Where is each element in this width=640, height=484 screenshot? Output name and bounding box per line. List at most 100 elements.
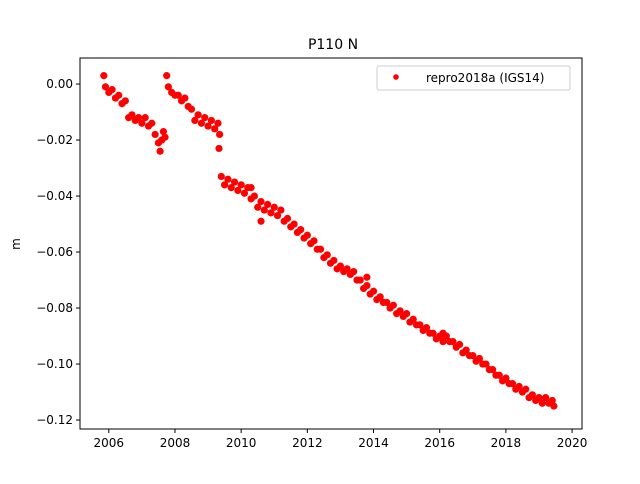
data-point: [316, 245, 325, 253]
data-point: [439, 338, 447, 346]
data-point: [422, 324, 431, 332]
x-tick-label: 2012: [292, 436, 323, 450]
data-point: [221, 181, 229, 189]
data-point: [449, 338, 457, 346]
x-tick-label: 2014: [358, 436, 389, 450]
y-tick-label: −0.06: [36, 245, 73, 259]
data-point: [270, 203, 278, 211]
data-point: [128, 111, 136, 119]
data-point: [363, 282, 371, 290]
y-tick-label: 0.00: [46, 77, 73, 91]
chart-title: P110 N: [308, 37, 358, 53]
data-point: [489, 366, 497, 374]
legend: repro2018a (IGS14): [376, 65, 571, 91]
data-point: [356, 276, 364, 284]
data-point: [376, 293, 384, 301]
data-point: [254, 203, 262, 211]
legend-box: [376, 65, 571, 91]
data-point: [396, 307, 404, 315]
data-point: [541, 394, 550, 402]
data-point: [181, 94, 189, 102]
data-point: [343, 265, 351, 273]
data-point: [164, 83, 172, 91]
legend-marker: [393, 74, 399, 80]
data-point: [495, 371, 503, 379]
data-point: [217, 172, 225, 181]
data-point: [121, 97, 129, 105]
data-point: [389, 301, 397, 309]
legend-label: repro2018a (IGS14): [426, 71, 544, 85]
x-tick-label: 2010: [226, 436, 257, 450]
data-point: [508, 380, 517, 388]
x-tick-label: 2006: [94, 436, 125, 450]
data-point: [187, 105, 196, 113]
data-point: [257, 198, 265, 206]
data-point: [535, 394, 543, 402]
data-point: [148, 119, 156, 127]
data-point: [515, 382, 523, 391]
data-point: [227, 184, 235, 192]
data-point: [277, 206, 285, 214]
data-point: [429, 329, 437, 337]
data-point: [191, 116, 199, 125]
data-point: [310, 237, 318, 245]
data-point: [240, 189, 249, 197]
data-point: [247, 184, 255, 192]
data-point: [174, 91, 182, 99]
data-point: [215, 144, 223, 153]
data-point: [283, 214, 292, 223]
data-point: [134, 114, 143, 122]
data-point: [455, 340, 464, 349]
data-point: [197, 119, 206, 127]
data-point: [336, 262, 345, 270]
data-point: [403, 310, 411, 318]
data-point: [161, 133, 169, 141]
data-point: [502, 374, 510, 382]
data-point: [159, 128, 167, 136]
data-point: [522, 385, 530, 393]
data-point: [350, 268, 358, 276]
data-point: [548, 396, 556, 405]
data-point: [237, 181, 245, 189]
data-point: [416, 321, 424, 329]
x-tick-label: 2008: [160, 436, 191, 450]
data-point: [482, 360, 490, 368]
data-point: [216, 130, 224, 139]
data-point: [330, 256, 338, 265]
data-point: [363, 273, 371, 281]
data-point: [297, 226, 305, 234]
data-point: [383, 298, 391, 307]
plot-frame: [79, 57, 583, 430]
data-point: [475, 354, 484, 363]
data-point: [323, 251, 331, 259]
data-point: [528, 391, 536, 399]
data-point: [264, 200, 272, 209]
data-point: [234, 186, 242, 195]
data-point: [214, 119, 222, 127]
data-point: [273, 212, 282, 220]
data-point: [201, 114, 209, 122]
y-tick-label: −0.02: [36, 133, 73, 147]
data-point: [260, 206, 268, 214]
data-point: [267, 209, 275, 217]
y-tick-label: −0.10: [36, 357, 73, 371]
y-axis-ticks: 0.00 −0.02 −0.04 −0.06 −0.08 −0.10 −0.12: [36, 77, 80, 427]
data-point: [138, 119, 146, 127]
data-point: [207, 116, 215, 125]
data-point: [100, 72, 108, 80]
x-tick-label: 2018: [491, 436, 522, 450]
data-point: [151, 130, 159, 139]
data-point: [211, 125, 219, 133]
data-point: [369, 287, 378, 295]
y-axis-label: m: [9, 238, 23, 250]
data-point: [115, 91, 123, 99]
x-axis-ticks: 2006 2008 2010 2012 2014 2016 2018 2020: [94, 429, 588, 450]
data-point: [409, 315, 417, 323]
x-tick-label: 2020: [557, 436, 588, 450]
data-point: [101, 83, 110, 91]
data-points: [100, 72, 558, 410]
data-point: [550, 402, 558, 410]
data-point: [204, 122, 212, 130]
data-point: [141, 114, 149, 122]
